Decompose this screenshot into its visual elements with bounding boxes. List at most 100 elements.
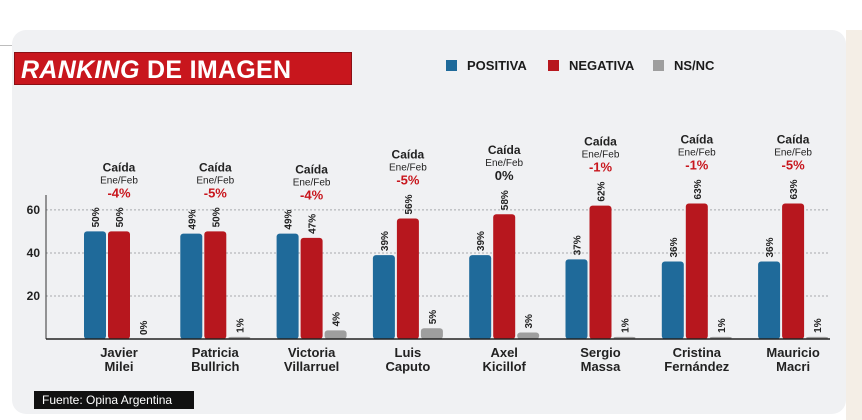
bar-negativa xyxy=(782,203,805,339)
bar-positiva xyxy=(180,233,203,339)
bar-value-label: 1% xyxy=(621,318,632,333)
change-label-caida: Caída xyxy=(199,160,232,174)
bar-negativa xyxy=(685,203,708,339)
bar-negativa xyxy=(300,237,323,339)
bar-value-label: 39% xyxy=(380,231,391,251)
y-tick-label: 20 xyxy=(27,289,41,303)
page-edge xyxy=(846,30,862,420)
bar-value-label: 36% xyxy=(765,237,776,257)
change-label-period: Ene/Feb xyxy=(774,147,812,158)
bar-value-label: 47% xyxy=(308,214,319,234)
category-label: Milei xyxy=(105,359,134,374)
change-label-caida: Caída xyxy=(488,143,521,157)
bar-nsnc xyxy=(324,330,347,339)
category-label: Fernández xyxy=(664,359,730,374)
y-tick-label: 60 xyxy=(27,203,41,217)
change-label-caida: Caída xyxy=(584,135,617,149)
change-label-period: Ene/Feb xyxy=(196,175,234,186)
bar-value-label: 49% xyxy=(187,209,198,229)
bar-value-label: 1% xyxy=(813,318,824,333)
bar-positiva xyxy=(661,261,684,339)
bar-positiva xyxy=(565,259,588,339)
bar-positiva xyxy=(276,233,299,339)
category-label: Cristina xyxy=(673,345,722,360)
legend-item-positiva: POSITIVA xyxy=(446,58,527,73)
category-label: Patricia xyxy=(192,345,240,360)
category-label: Mauricio xyxy=(766,345,820,360)
change-value: 0% xyxy=(495,168,514,183)
category-label: Victoria xyxy=(288,345,336,360)
change-label-caida: Caída xyxy=(777,132,810,146)
legend-label-positiva: POSITIVA xyxy=(467,58,527,73)
bar-positiva xyxy=(84,231,106,339)
category-label: Macri xyxy=(776,359,810,374)
bar-value-label: 50% xyxy=(91,207,102,227)
bar-value-label: 63% xyxy=(693,179,704,199)
bar-value-label: 50% xyxy=(115,207,126,227)
bar-negativa xyxy=(108,231,130,339)
category-label: Axel xyxy=(490,345,517,360)
change-label-period: Ene/Feb xyxy=(293,178,331,189)
change-label-caida: Caída xyxy=(680,132,713,146)
bar-value-label: 5% xyxy=(428,310,439,325)
bar-value-label: 56% xyxy=(404,194,415,214)
category-label: Bullrich xyxy=(191,359,239,374)
bar-value-label: 62% xyxy=(597,181,608,201)
change-value: -4% xyxy=(300,188,324,203)
chart-title-ranking: RANKING xyxy=(21,56,140,84)
category-label: Villarruel xyxy=(284,359,339,374)
bar-value-label: 39% xyxy=(476,231,487,251)
category-label: Luis xyxy=(395,345,422,360)
bar-positiva xyxy=(469,255,492,339)
bar-value-label: 49% xyxy=(284,209,295,229)
change-value: -5% xyxy=(396,173,420,188)
change-value: -5% xyxy=(782,157,806,172)
bar-negativa xyxy=(204,231,227,339)
category-label: Kicillof xyxy=(483,359,527,374)
change-label-period: Ene/Feb xyxy=(100,175,138,186)
bar-positiva xyxy=(758,261,781,339)
change-label-period: Ene/Feb xyxy=(485,158,523,169)
bar-value-label: 63% xyxy=(789,179,800,199)
bar-value-label: 37% xyxy=(573,235,584,255)
bar-value-label: 3% xyxy=(524,314,535,329)
bar-nsnc xyxy=(517,332,540,339)
bar-negativa xyxy=(589,205,612,339)
change-value: -5% xyxy=(204,185,228,200)
change-label-caida: Caída xyxy=(103,160,136,174)
chart-title: RANKING DE IMAGEN xyxy=(14,52,352,85)
change-value: -1% xyxy=(589,160,613,175)
change-label-period: Ene/Feb xyxy=(582,150,620,161)
bar-nsnc xyxy=(420,328,443,339)
legend-swatch-nsnc xyxy=(653,60,664,71)
bar-value-label: 50% xyxy=(211,207,222,227)
legend-item-nsnc: NS/NC xyxy=(653,58,714,73)
change-value: -1% xyxy=(685,157,709,172)
bar-value-label: 4% xyxy=(332,312,343,327)
legend-swatch-negativa xyxy=(548,60,559,71)
chart-title-rest: DE IMAGEN xyxy=(139,56,292,84)
change-label-caida: Caída xyxy=(392,148,425,162)
legend-item-negativa: NEGATIVA xyxy=(548,58,634,73)
category-label: Sergio xyxy=(580,345,621,360)
change-value: -4% xyxy=(107,185,131,200)
bar-value-label: 1% xyxy=(717,318,728,333)
change-label-period: Ene/Feb xyxy=(389,163,427,174)
legend-swatch-positiva xyxy=(446,60,457,71)
bar-positiva xyxy=(372,255,395,339)
top-divider xyxy=(0,45,20,46)
bar-value-label: 1% xyxy=(235,318,246,333)
change-label-caida: Caída xyxy=(295,163,328,177)
category-label: Javier xyxy=(100,345,138,360)
source-note: Fuente: Opina Argentina xyxy=(34,391,194,409)
bar-value-label: 36% xyxy=(669,237,680,257)
category-label: Massa xyxy=(581,359,622,374)
y-tick-label: 40 xyxy=(27,246,41,260)
bar-negativa xyxy=(396,218,419,339)
category-label: Caputo xyxy=(386,359,431,374)
bar-value-label: 58% xyxy=(500,190,511,210)
legend-label-negativa: NEGATIVA xyxy=(569,58,635,73)
bar-value-label: 0% xyxy=(139,320,150,335)
top-bar xyxy=(0,0,862,30)
